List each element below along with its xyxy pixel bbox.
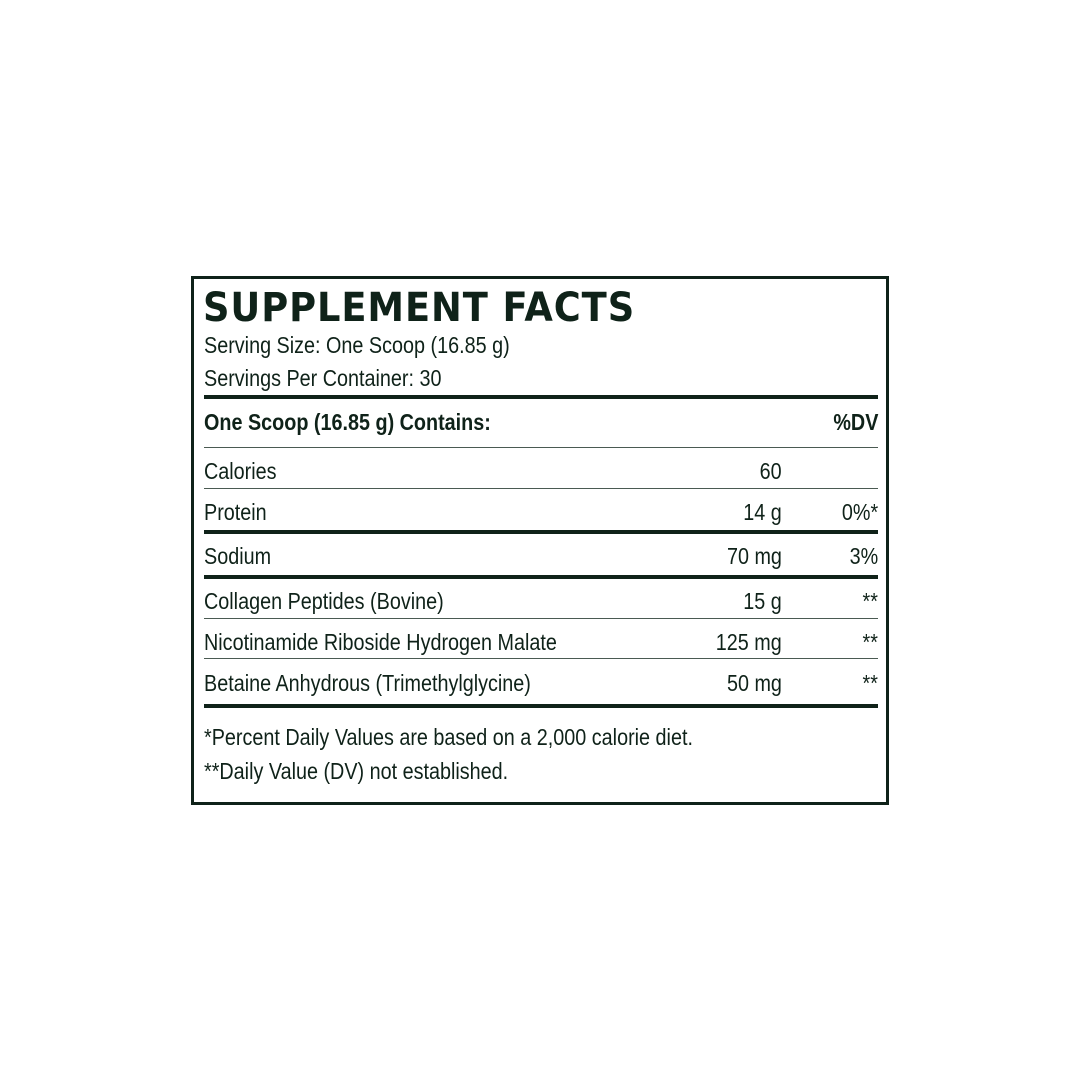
nutrient-amount: 125 mg: [716, 629, 782, 655]
divider-thick: [204, 530, 878, 534]
divider: [204, 488, 878, 489]
nutrient-name: Sodium: [204, 543, 272, 569]
panel-title: SUPPLEMENT FACTS: [203, 285, 636, 331]
nutrient-dv: 3%: [849, 543, 878, 569]
nutrient-amount: 50 mg: [727, 670, 782, 696]
footnote-percent-dv: *Percent Daily Values are based on a 2,0…: [204, 724, 693, 750]
nutrient-amount: 14 g: [743, 499, 782, 525]
dv-header: %DV: [832, 409, 878, 435]
supplement-facts-panel: SUPPLEMENT FACTS Serving Size: One Scoop…: [191, 276, 889, 805]
nutrient-amount: 15 g: [743, 588, 782, 614]
serving-size: Serving Size: One Scoop (16.85 g): [204, 332, 510, 358]
divider-thick: [204, 704, 878, 708]
nutrient-name: Collagen Peptides (Bovine): [204, 588, 444, 614]
nutrient-name: Nicotinamide Riboside Hydrogen Malate: [204, 629, 557, 655]
contains-header: One Scoop (16.85 g) Contains:: [204, 409, 491, 435]
servings-per-container: Servings Per Container: 30: [204, 365, 442, 391]
divider-thick: [204, 395, 878, 399]
nutrient-dv: **: [862, 629, 878, 655]
divider: [204, 447, 878, 448]
nutrient-name: Betaine Anhydrous (Trimethylglycine): [204, 670, 531, 696]
nutrient-dv: **: [862, 670, 878, 696]
nutrient-name: Protein: [204, 499, 267, 525]
nutrient-dv: 0%*: [841, 499, 878, 525]
nutrient-name: Calories: [204, 458, 277, 484]
divider: [204, 658, 878, 659]
nutrient-amount: 60: [759, 458, 782, 484]
divider-thick: [204, 575, 878, 579]
divider: [204, 618, 878, 619]
footnote-dv-not-established: **Daily Value (DV) not established.: [204, 758, 509, 784]
nutrient-amount: 70 mg: [727, 543, 782, 569]
nutrient-dv: **: [862, 588, 878, 614]
